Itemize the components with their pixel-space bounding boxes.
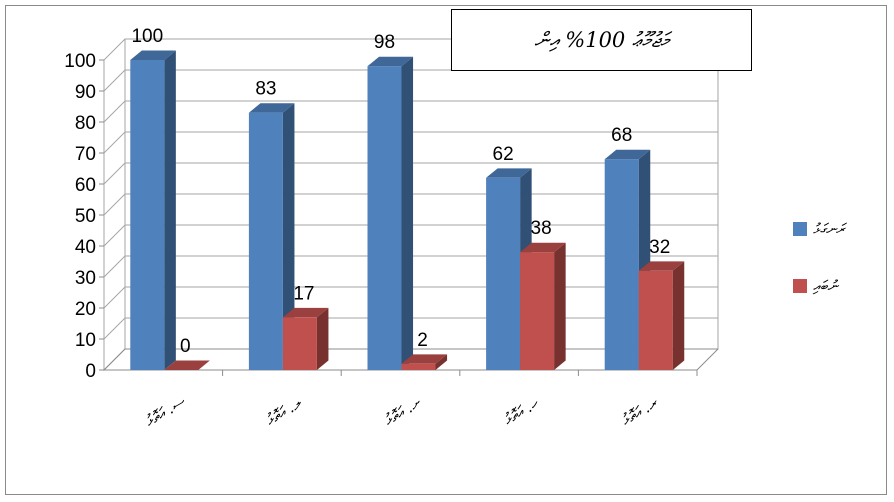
bar (164, 360, 210, 370)
y-tick-label: 30 (75, 268, 96, 289)
y-tick-label: 50 (75, 206, 96, 227)
data-label: 62 (493, 144, 514, 165)
y-tick-label: 100 (64, 51, 96, 72)
data-label: 68 (611, 125, 632, 146)
bar-top (638, 261, 685, 271)
legend-item-series-1: ރަނގަޅު (793, 220, 844, 238)
legend-label: ރަނގަޅު (813, 220, 845, 238)
bar (248, 103, 295, 370)
y-tick-label: 60 (75, 175, 96, 196)
data-label: 98 (374, 32, 395, 53)
bar (520, 242, 566, 370)
bar-front (248, 112, 283, 370)
data-labels: 100 0 83 17 98 2 62 38 68 32 (131, 26, 670, 357)
legend-item-series-2: ނުބައި (793, 277, 838, 295)
gridline (103, 162, 718, 185)
data-label: 38 (531, 218, 552, 239)
gridline (103, 100, 718, 123)
legend-swatch-red (793, 279, 807, 293)
x-axis-ticks: ސ. އަތޮޅު ލ. އަތޮޅު ށ. އަތޮޅު ހ. އަތޮޅު ރ. އ… (142, 392, 662, 430)
bar-front (638, 270, 673, 370)
y-tick-label: 10 (75, 330, 96, 351)
bar-front (604, 159, 639, 370)
bar-top (520, 242, 566, 253)
bar-top (248, 103, 295, 113)
x-tick-label: ހ. އަތޮޅު (500, 394, 542, 429)
bar-front (130, 60, 165, 370)
y-tick-label: 80 (75, 113, 96, 134)
bar-front (367, 66, 402, 370)
bar-front (520, 252, 555, 370)
gridline (103, 131, 718, 154)
bar-top (486, 168, 532, 178)
y-tick-label: 0 (85, 361, 96, 382)
legend-label: ނުބައި (813, 277, 839, 295)
y-tick-label: 20 (75, 299, 96, 320)
data-label: 17 (293, 283, 314, 304)
bar-front (401, 363, 436, 370)
bar-top (604, 149, 651, 160)
annotation-text: މަޖުމޫޢު 100% އިން (534, 27, 669, 52)
bar (282, 307, 329, 370)
bar (401, 354, 448, 370)
x-tick-label: ރ. އަތޮޅު (618, 393, 662, 429)
y-tick-label: 40 (75, 237, 96, 258)
y-tick-label: 70 (75, 144, 96, 165)
data-label: 83 (255, 79, 276, 100)
bar (638, 261, 685, 370)
bar-top (282, 307, 329, 318)
bar-side (164, 50, 176, 371)
bar (367, 56, 414, 370)
bar-side (401, 56, 414, 370)
x-tick-label: ށ. އަތޮޅު (381, 393, 425, 429)
bar-top (401, 354, 448, 364)
bar-top (367, 56, 414, 67)
bar-side (554, 242, 566, 370)
data-label: 100 (131, 26, 163, 47)
chart-frame (5, 5, 887, 495)
data-label: 2 (417, 330, 428, 351)
bar-front (282, 317, 317, 370)
bar-side (435, 354, 448, 370)
bar-side (316, 307, 329, 370)
y-tick-label: 90 (75, 82, 96, 103)
bar (130, 50, 176, 371)
legend-swatch-blue (793, 222, 807, 236)
x-tick-label: ލ. އަތޮޅު (262, 394, 305, 429)
data-label: 0 (180, 336, 191, 357)
bar-top (164, 360, 210, 370)
annotation-box: މަޖުމޫޢު 100% އިން (451, 9, 752, 71)
data-label: 32 (649, 237, 670, 258)
bar-top (130, 50, 176, 60)
y-axis-ticks: 0 10 20 30 40 50 60 70 80 90 100 (64, 51, 96, 382)
bar-side (282, 103, 295, 370)
side-wall (103, 60, 126, 372)
bars (130, 50, 685, 371)
bar-side (672, 261, 685, 370)
bar-front (486, 177, 521, 370)
x-tick-label: ސ. އަތޮޅު (142, 392, 190, 430)
